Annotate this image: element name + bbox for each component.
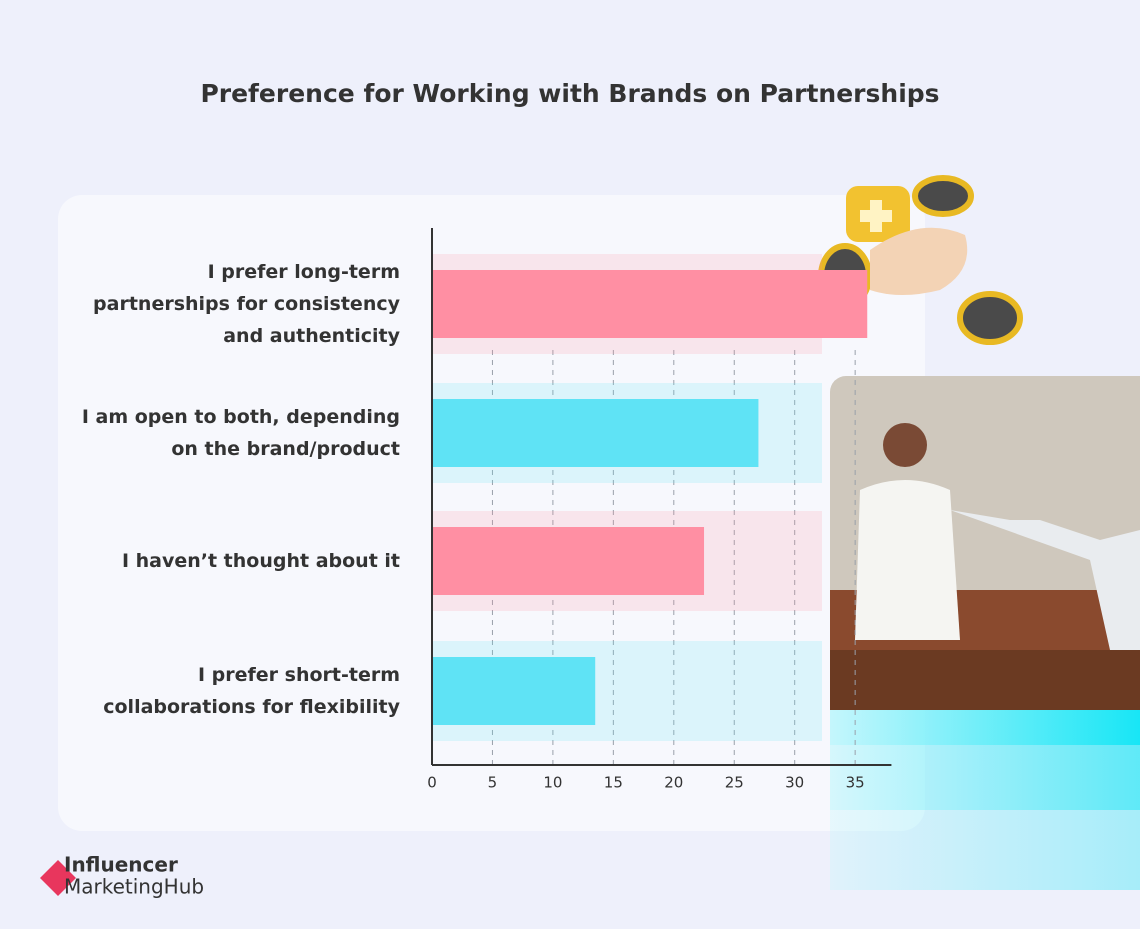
y-tick-label: I am open to both, depending on the bran… (81, 406, 400, 460)
decor-stripe (830, 745, 1140, 810)
x-tick-label: 5 (488, 774, 498, 792)
y-tick-label: I prefer long-term partnerships for cons… (93, 261, 400, 347)
x-tick-label: 10 (543, 774, 562, 792)
bar (432, 270, 868, 338)
bar (432, 657, 596, 725)
x-tick-label: 0 (427, 774, 437, 792)
card (58, 195, 925, 831)
x-tick-label: 20 (664, 774, 683, 792)
decor-stripe (830, 810, 1140, 890)
logo: Influencer MarketingHub (40, 853, 204, 899)
y-tick-label: I prefer short-term collaborations for f… (103, 664, 400, 718)
logo-text: MarketingHub (64, 875, 204, 899)
bar (432, 527, 705, 595)
y-tick-label: I haven’t thought about it (121, 550, 400, 572)
photo (830, 376, 1140, 710)
x-tick-label: 30 (785, 774, 804, 792)
x-tick-label: 35 (846, 774, 865, 792)
bar (432, 399, 759, 467)
chart-title: Preference for Working with Brands on Pa… (200, 79, 939, 108)
hands-icon (818, 175, 1023, 345)
decor-stripe (830, 710, 1140, 745)
x-tick-label: 25 (725, 774, 744, 792)
x-tick-label: 15 (604, 774, 623, 792)
logo-text: Influencer (64, 853, 178, 877)
